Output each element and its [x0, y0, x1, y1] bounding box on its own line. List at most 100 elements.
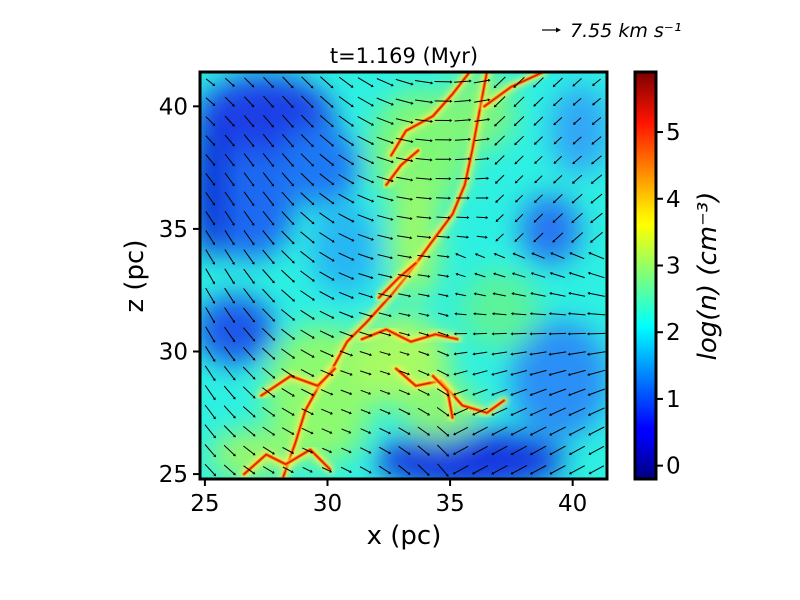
velocity-arrow-head — [251, 281, 255, 284]
velocity-arrow-shaft — [358, 273, 372, 278]
velocity-arrow — [568, 271, 585, 279]
x-tick-label: 25 — [190, 491, 219, 517]
velocity-arrow-head — [252, 338, 256, 342]
velocity-arrow — [453, 407, 469, 416]
velocity-arrow — [205, 211, 215, 226]
velocity-arrow — [455, 157, 471, 161]
velocity-arrow-head — [491, 392, 495, 396]
velocity-arrow-shaft — [396, 176, 411, 181]
velocity-arrow — [338, 232, 355, 242]
velocity-arrow-shaft — [243, 210, 254, 224]
velocity-arrow-head — [485, 235, 488, 239]
velocity-arrow — [224, 172, 235, 187]
velocity-arrow — [262, 308, 276, 322]
velocity-arrow-shaft — [262, 466, 273, 473]
velocity-arrow — [357, 174, 375, 184]
velocity-arrow-shaft — [224, 115, 234, 126]
velocity-arrow-head — [309, 469, 313, 473]
velocity-arrow — [437, 312, 449, 317]
velocity-arrow — [341, 428, 352, 434]
velocity-arrow-head — [311, 297, 315, 301]
velocity-arrow-head — [430, 139, 433, 143]
velocity-arrow — [553, 136, 562, 145]
velocity-arrow — [357, 77, 374, 88]
velocity-arrow — [204, 365, 216, 382]
velocity-arrow-head — [592, 102, 596, 106]
velocity-arrow — [301, 76, 314, 89]
velocity-arrow-shaft — [243, 230, 254, 244]
velocity-arrow-shaft — [242, 406, 255, 417]
velocity-arrow-shaft — [415, 99, 431, 103]
velocity-arrow-shaft — [338, 174, 353, 184]
velocity-arrow-head — [251, 222, 255, 226]
velocity-arrow-head — [511, 272, 515, 276]
velocity-arrow-shaft — [454, 445, 469, 454]
density-filaments — [239, 72, 548, 479]
velocity-arrow-shaft — [417, 274, 429, 277]
velocity-arrow — [300, 349, 315, 358]
velocity-arrow-shaft — [555, 136, 562, 143]
velocity-arrow-shaft — [550, 332, 567, 335]
velocity-arrow — [263, 76, 274, 88]
velocity-arrow-head — [251, 183, 255, 187]
velocity-arrow — [300, 250, 315, 263]
velocity-arrow-shaft — [398, 446, 409, 454]
velocity-arrow-shaft — [224, 230, 234, 244]
y-axis: 25 30 35 40 — [159, 94, 200, 488]
velocity-arrow-head — [231, 83, 235, 87]
velocity-arrow-shaft — [496, 194, 505, 202]
velocity-arrow-shaft — [554, 175, 563, 183]
velocity-arrow-head — [468, 137, 471, 141]
velocity-arrow-shaft — [300, 368, 313, 376]
velocity-arrow-shaft — [262, 288, 274, 302]
velocity-arrow — [510, 407, 528, 416]
velocity-arrow-head — [534, 180, 538, 184]
velocity-arrow — [281, 250, 295, 264]
velocity-arrow — [377, 254, 393, 260]
velocity-arrow-shaft — [301, 408, 312, 415]
velocity-arrow-shaft — [554, 194, 563, 202]
velocity-arrow-shaft — [357, 135, 373, 144]
velocity-arrow-head — [472, 392, 476, 396]
velocity-arrow-head — [548, 413, 552, 416]
velocity-arrow-shaft — [281, 348, 294, 358]
velocity-arrow-shaft — [399, 351, 408, 355]
velocity-arrow-shaft — [418, 293, 428, 297]
velocity-arrow — [513, 116, 525, 127]
velocity-arrow-head — [311, 373, 315, 377]
velocity-arrow-head — [387, 411, 391, 415]
velocity-arrow-shaft — [531, 351, 547, 355]
velocity-arrow-head — [252, 471, 256, 475]
velocity-arrow-head — [448, 196, 451, 200]
velocity-arrow — [360, 370, 372, 376]
y-tick-label: 40 — [159, 94, 188, 120]
velocity-arrow-shaft — [341, 409, 350, 414]
velocity-arrow-shaft — [513, 293, 526, 297]
velocity-arrow — [300, 270, 315, 282]
velocity-arrow-head — [449, 80, 453, 84]
velocity-arrow-head — [472, 332, 476, 336]
velocity-arrow — [456, 215, 470, 220]
velocity-arrow-shaft — [534, 96, 544, 106]
velocity-arrow-head — [212, 103, 216, 106]
velocity-arrow — [205, 346, 216, 362]
velocity-arrow — [529, 426, 547, 436]
velocity-arrow-head — [350, 334, 354, 338]
velocity-arrow-head — [252, 452, 256, 456]
colorbar: 0 1 2 3 4 5 log(n) (cm⁻³) — [633, 70, 723, 481]
velocity-arrow-head — [534, 161, 538, 164]
velocity-arrow-shaft — [360, 447, 370, 453]
velocity-arrow-head — [290, 105, 294, 109]
velocity-arrow — [510, 388, 528, 396]
velocity-arrow — [548, 351, 567, 356]
velocity-arrow — [434, 80, 453, 84]
velocity-arrow-shaft — [262, 210, 274, 224]
velocity-arrow — [396, 196, 413, 201]
velocity-arrow-head — [514, 239, 518, 242]
velocity-arrow-head — [390, 83, 394, 87]
velocity-arrow — [300, 192, 315, 206]
velocity-arrow — [435, 138, 452, 142]
velocity-arrow-head — [371, 218, 375, 222]
velocity-arrow-head — [510, 352, 514, 356]
velocity-arrow — [514, 175, 524, 184]
